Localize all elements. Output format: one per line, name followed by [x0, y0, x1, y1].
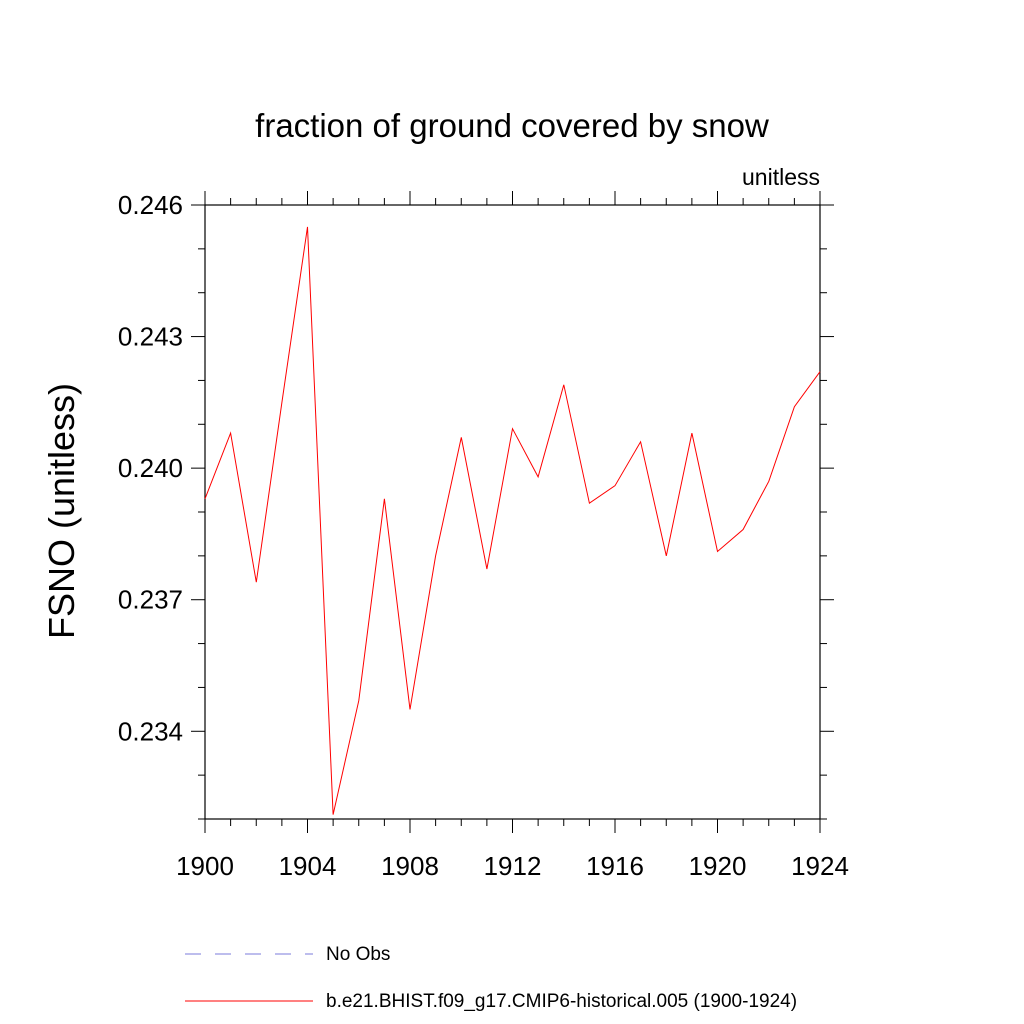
series-layer	[204, 226, 821, 815]
x-tick-label: 1924	[791, 851, 849, 881]
series-line-0	[204, 226, 821, 815]
y-tick-label: 0.240	[118, 453, 183, 483]
units-label: unitless	[742, 164, 820, 190]
legend-label-historical: b.e21.BHIST.f09_g17.CMIP6-historical.005…	[326, 991, 797, 1012]
y-tick-label: 0.246	[118, 190, 183, 220]
x-tick-label: 1900	[176, 851, 234, 881]
x-tick-label: 1912	[484, 851, 542, 881]
x-tick-label: 1904	[279, 851, 337, 881]
y-tick-label: 0.243	[118, 322, 183, 352]
y-tick-label: 0.234	[118, 716, 183, 746]
y-axis-ticks: 0.234 0.237 0.240 0.243 0.246	[118, 190, 834, 820]
chart-title: fraction of ground covered by snow	[255, 107, 769, 144]
y-axis-label: FSNO (unitless)	[41, 383, 82, 639]
legend-label-no-obs: No Obs	[326, 944, 390, 965]
legend: No Obs b.e21.BHIST.f09_g17.CMIP6-histori…	[185, 944, 797, 1012]
x-tick-label: 1916	[586, 851, 644, 881]
x-axis-ticks: 1900 1904 1908 1912 1916 1920 1924	[176, 191, 849, 881]
x-tick-label: 1908	[381, 851, 439, 881]
y-tick-label: 0.237	[118, 585, 183, 615]
x-tick-label: 1920	[689, 851, 747, 881]
